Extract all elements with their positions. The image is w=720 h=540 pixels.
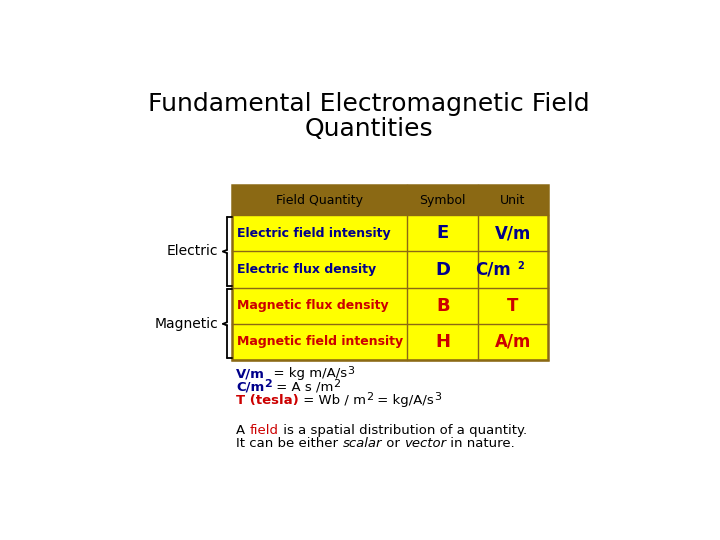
Text: = kg m/A/s: = kg m/A/s	[265, 367, 347, 380]
Text: Electric field intensity: Electric field intensity	[237, 227, 390, 240]
Text: Magnetic flux density: Magnetic flux density	[237, 299, 389, 312]
Text: in nature.: in nature.	[446, 437, 515, 450]
FancyBboxPatch shape	[233, 324, 547, 360]
FancyBboxPatch shape	[233, 215, 547, 252]
Text: V/m: V/m	[236, 367, 265, 380]
Text: T (tesla): T (tesla)	[236, 394, 299, 407]
Text: Unit: Unit	[500, 194, 526, 207]
FancyBboxPatch shape	[233, 185, 547, 215]
Text: 2: 2	[517, 261, 524, 271]
Text: is a spatial distribution of a quantity.: is a spatial distribution of a quantity.	[279, 423, 526, 436]
Text: T: T	[507, 297, 518, 315]
Text: vector: vector	[404, 437, 446, 450]
Text: E: E	[436, 225, 449, 242]
Text: = Wb / m: = Wb / m	[299, 394, 366, 407]
Text: Electric flux density: Electric flux density	[237, 263, 376, 276]
Text: = kg/A/s: = kg/A/s	[373, 394, 433, 407]
Text: A/m: A/m	[495, 333, 531, 351]
Text: It can be either: It can be either	[236, 437, 343, 450]
Text: field: field	[250, 423, 279, 436]
Text: Symbol: Symbol	[420, 194, 466, 207]
Text: A: A	[236, 423, 250, 436]
FancyBboxPatch shape	[233, 288, 547, 324]
Text: or: or	[382, 437, 404, 450]
Text: Fundamental Electromagnetic Field: Fundamental Electromagnetic Field	[148, 92, 590, 116]
Text: C/m: C/m	[236, 381, 264, 394]
Text: H: H	[435, 333, 450, 351]
Text: 2: 2	[264, 379, 272, 389]
Text: B: B	[436, 297, 449, 315]
Text: 3: 3	[433, 393, 441, 402]
Text: 2: 2	[366, 393, 373, 402]
Text: = A s /m: = A s /m	[272, 381, 333, 394]
Text: Electric: Electric	[167, 245, 218, 259]
Text: C/m: C/m	[476, 261, 511, 279]
Text: Magnetic field intensity: Magnetic field intensity	[237, 335, 403, 348]
FancyBboxPatch shape	[233, 252, 547, 288]
Text: D: D	[435, 261, 450, 279]
Text: Magnetic: Magnetic	[155, 317, 218, 331]
Text: Field Quantity: Field Quantity	[276, 194, 364, 207]
Text: Quantities: Quantities	[305, 117, 433, 141]
Text: scalar: scalar	[343, 437, 382, 450]
Text: 3: 3	[347, 366, 354, 376]
Text: V/m: V/m	[495, 225, 531, 242]
Text: 2: 2	[333, 379, 341, 389]
